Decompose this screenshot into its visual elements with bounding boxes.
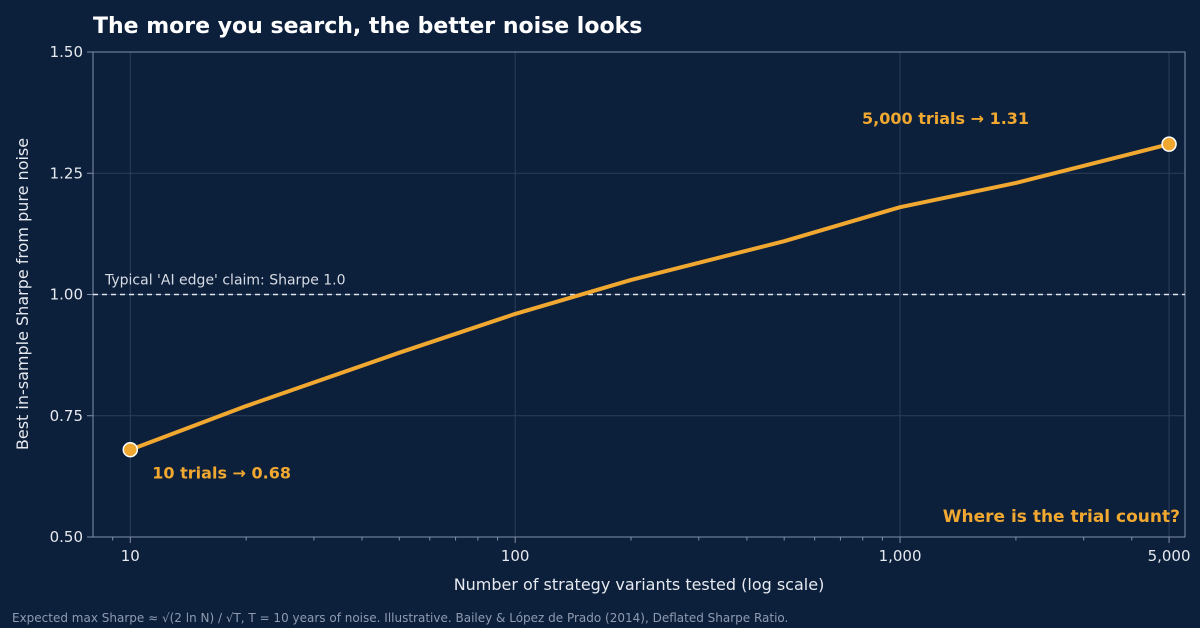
markers xyxy=(122,136,1177,458)
y-axis-label: Best in-sample Sharpe from pure noise xyxy=(13,138,32,450)
x-axis-label: Number of strategy variants tested (log … xyxy=(454,575,825,594)
x-tick-label: 10 xyxy=(121,547,140,565)
y-tick-label: 0.50 xyxy=(50,528,83,546)
x-tick-label: 1,000 xyxy=(879,547,922,565)
data-point-marker xyxy=(1161,136,1177,152)
x-axis: 10 100 1,000 5,000 xyxy=(112,537,1191,565)
annotation-high-point: 5,000 trials → 1.31 xyxy=(862,109,1029,128)
y-tick-label: 0.75 xyxy=(50,407,83,425)
x-tick-label: 5,000 xyxy=(1148,547,1191,565)
series-line xyxy=(128,142,1172,452)
x-tick-label: 100 xyxy=(501,547,530,565)
y-tick-label: 1.50 xyxy=(50,43,83,61)
reference-line-label: Typical 'AI edge' claim: Sharpe 1.0 xyxy=(104,273,346,289)
callout-annotation: Where is the trial count? xyxy=(943,507,1180,527)
annotation-low-point: 10 trials → 0.68 xyxy=(152,464,291,483)
y-axis: 0.50 0.75 1.00 1.25 1.50 xyxy=(50,43,93,546)
footnote: Expected max Sharpe ≈ √(2 ln N) / √T, T … xyxy=(12,611,788,625)
data-point-marker xyxy=(122,441,139,458)
y-tick-label: 1.25 xyxy=(50,164,83,182)
y-tick-label: 1.00 xyxy=(50,286,83,304)
chart-title: The more you search, the better noise lo… xyxy=(93,14,642,39)
